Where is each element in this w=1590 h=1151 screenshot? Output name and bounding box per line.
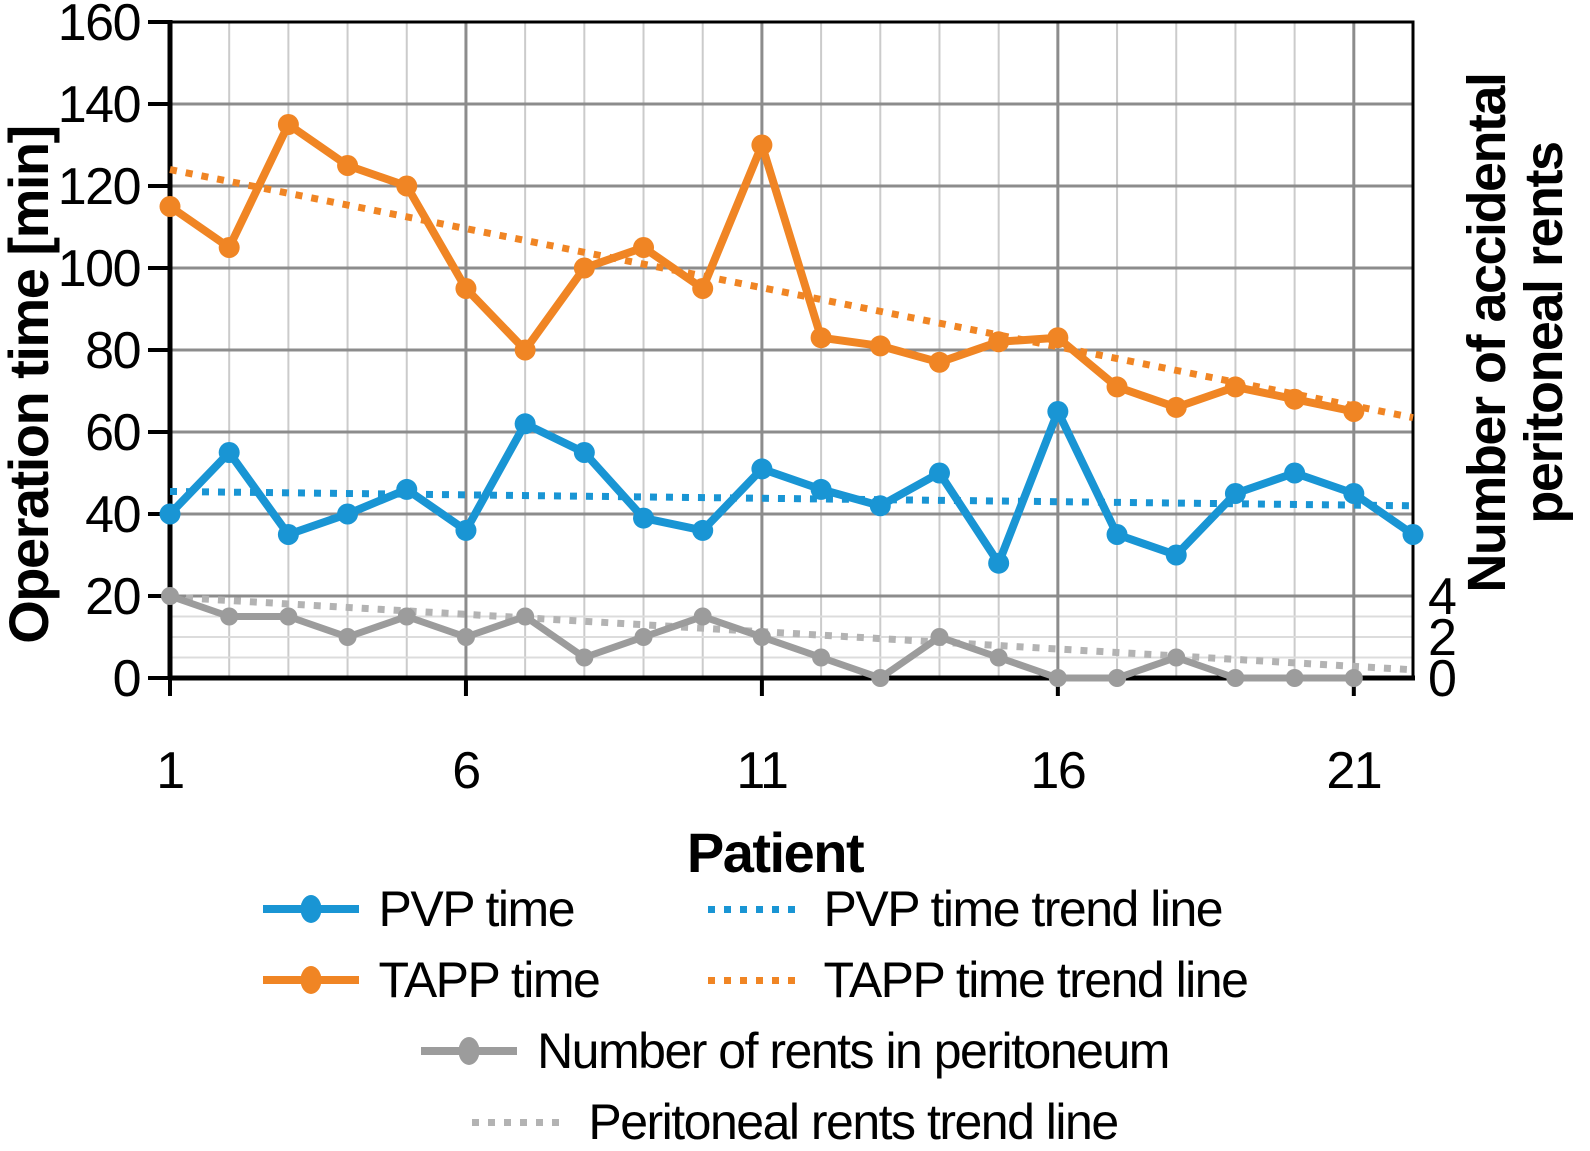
svg-text:100: 100 bbox=[58, 240, 140, 298]
pvp-trend-swatch-icon bbox=[707, 883, 804, 935]
legend-row-1: PVP time PVP time trend line bbox=[0, 880, 1590, 938]
svg-text:1: 1 bbox=[156, 742, 183, 800]
legend-item-rents: Number of rents in peritoneum bbox=[421, 1022, 1170, 1080]
legend-label: TAPP time bbox=[378, 952, 601, 1008]
tapp-line-swatch-icon bbox=[262, 954, 359, 1006]
svg-text:11: 11 bbox=[736, 742, 787, 800]
legend-label: PVP time bbox=[378, 881, 576, 937]
legend-label: TAPP time trend line bbox=[823, 952, 1249, 1008]
legend-label: Number of rents in peritoneum bbox=[537, 1023, 1170, 1079]
axes-frame bbox=[148, 20, 1415, 696]
svg-text:20: 20 bbox=[85, 568, 140, 626]
svg-text:60: 60 bbox=[85, 404, 140, 462]
axis-titles: Operation time [min] Patient Number of acc… bbox=[0, 73, 1574, 880]
pvp-line-swatch-icon bbox=[262, 883, 359, 935]
svg-text:4: 4 bbox=[1428, 568, 1456, 626]
svg-text:80: 80 bbox=[85, 322, 140, 380]
x-axis-title: Patient bbox=[687, 821, 864, 880]
legend-row-2: TAPP time TAPP time trend line bbox=[0, 951, 1590, 1009]
svg-text:140: 140 bbox=[58, 76, 140, 134]
svg-text:16: 16 bbox=[1030, 742, 1085, 800]
series-tapp-time bbox=[159, 114, 1365, 422]
svg-text:6: 6 bbox=[452, 742, 479, 800]
legend-row-4: Peritoneal rents trend line bbox=[0, 1093, 1590, 1151]
svg-text:40: 40 bbox=[85, 486, 140, 544]
svg-text:2: 2 bbox=[1428, 609, 1455, 667]
series-tapp-time-trend-line bbox=[169, 166, 1414, 422]
legend-label: PVP time trend line bbox=[823, 881, 1224, 937]
legend-item-rents-trend: Peritoneal rents trend line bbox=[472, 1093, 1119, 1151]
tapp-trend-swatch-icon bbox=[707, 954, 804, 1006]
legend-item-tapp-trend: TAPP time trend line bbox=[707, 951, 1328, 1009]
gridlines bbox=[170, 22, 1413, 678]
svg-text:0: 0 bbox=[1428, 650, 1455, 708]
rents-trend-swatch-icon bbox=[472, 1096, 569, 1148]
left-axis-title: Operation time [min] bbox=[0, 126, 60, 644]
legend-item-tapp-time: TAPP time bbox=[262, 951, 708, 1009]
legend-item-pvp-time: PVP time bbox=[262, 880, 708, 938]
right-axis-title-line2: peritoneal rents bbox=[1514, 142, 1574, 523]
legend-row-3: Number of rents in peritoneum bbox=[0, 1022, 1590, 1080]
svg-text:120: 120 bbox=[58, 158, 140, 216]
series-pvp-time bbox=[159, 401, 1424, 574]
rents-line-swatch-icon bbox=[421, 1025, 518, 1077]
right-axis-title-line1: Number of accidental bbox=[1457, 73, 1517, 592]
series-number-of-rents-in-peritoneum bbox=[161, 587, 1363, 687]
svg-text:160: 160 bbox=[58, 0, 140, 52]
legend-item-pvp-trend: PVP time trend line bbox=[707, 880, 1328, 938]
svg-text:21: 21 bbox=[1326, 742, 1381, 800]
svg-text:0: 0 bbox=[113, 650, 140, 708]
legend: PVP time PVP time trend line TAPP time T… bbox=[0, 880, 1590, 1151]
legend-label: Peritoneal rents trend line bbox=[588, 1094, 1119, 1150]
